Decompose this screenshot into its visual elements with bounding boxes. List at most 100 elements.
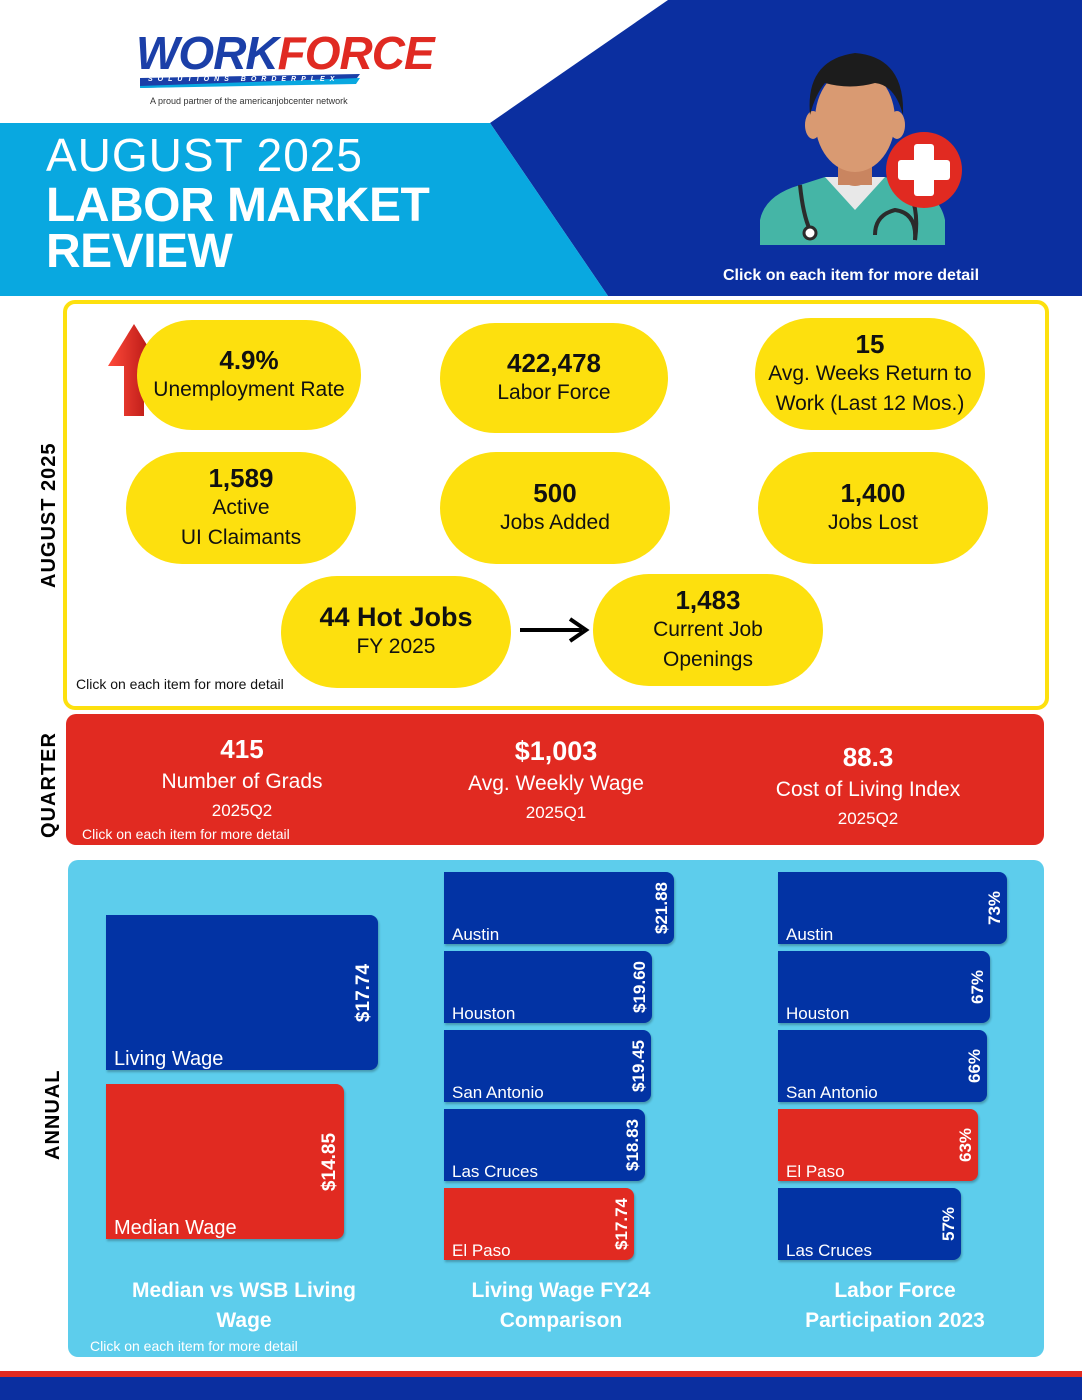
grads-stat[interactable]: 415 Number of Grads 2025Q2 bbox=[92, 732, 392, 824]
labor-force-participation-chart[interactable]: Austin 73% Houston 67% San Antonio 66% El Paso… bbox=[778, 872, 1018, 1267]
job-openings-stat[interactable]: 1,483 Current Job Openings bbox=[593, 574, 823, 686]
stat-period: 2025Q2 bbox=[211, 801, 273, 820]
logo-word2: FORCE bbox=[277, 27, 435, 79]
bar-category-label: El Paso bbox=[786, 1162, 845, 1181]
header-cyan-panel bbox=[0, 123, 608, 296]
ui-claimants-stat[interactable]: 1,589 Active UI Claimants bbox=[126, 452, 356, 564]
stat-value: $1,003 bbox=[514, 736, 598, 766]
bar-el-paso[interactable]: El Paso 63% bbox=[778, 1109, 978, 1181]
stat-label: Active bbox=[212, 496, 270, 519]
stat-label: Avg. Weekly Wage bbox=[468, 772, 644, 795]
stat-label: Cost of Living Index bbox=[775, 778, 961, 801]
bar-category-label: El Paso bbox=[452, 1241, 511, 1260]
stat-label: Number of Grads bbox=[161, 770, 323, 793]
chart-title-labor-force-participation: Labor Force Participation 2023 bbox=[805, 1279, 985, 1332]
bar-las-cruces[interactable]: Las Cruces $18.83 bbox=[444, 1109, 645, 1181]
right-arrow-icon bbox=[520, 617, 590, 643]
cost-of-living-stat[interactable]: 88.3 Cost of Living Index 2025Q2 bbox=[718, 740, 1018, 832]
footer-red-stripe bbox=[0, 1371, 1082, 1377]
stat-period: 2025Q2 bbox=[837, 809, 899, 828]
bar-houston[interactable]: Houston $19.60 bbox=[444, 951, 652, 1023]
stat-label: Openings bbox=[663, 648, 753, 671]
quarter-side-label: QUARTER bbox=[38, 732, 60, 838]
bar-value-label: $21.88 bbox=[652, 882, 671, 934]
bar-san-antonio[interactable]: San Antonio 66% bbox=[778, 1030, 987, 1102]
stat-label: Work (Last 12 Mos.) bbox=[775, 392, 965, 415]
stat-label: FY 2025 bbox=[356, 635, 436, 658]
monthly-side-label: AUGUST 2025 bbox=[38, 442, 60, 589]
labor-force-stat[interactable]: 422,478 Labor Force bbox=[440, 323, 668, 433]
living-wage-comparison-chart[interactable]: Austin $21.88 Houston $19.60 San Antonio $19.… bbox=[444, 872, 684, 1267]
doctor-icon bbox=[760, 53, 945, 245]
bar-median-wage[interactable]: Median Wage $14.85 bbox=[106, 1084, 344, 1239]
annual-side-label: ANNUAL bbox=[42, 1069, 64, 1160]
bar-value-label: $19.45 bbox=[629, 1040, 648, 1092]
logo-swoosh-icon bbox=[140, 74, 360, 88]
bar-value-label: 63% bbox=[956, 1127, 975, 1163]
stat-period: 2025Q1 bbox=[525, 803, 587, 822]
stat-label: Unemployment Rate bbox=[153, 378, 345, 401]
bar-category-label: Las Cruces bbox=[786, 1241, 872, 1260]
median-vs-living-wage-chart[interactable]: Living Wage $17.74 Median Wage $14.85 bbox=[106, 915, 396, 1245]
bar-value-label: 73% bbox=[985, 890, 1004, 926]
stat-label: Avg. Weeks Return to bbox=[768, 362, 972, 385]
bar-value-label: 67% bbox=[968, 969, 987, 1005]
bar-las-cruces[interactable]: Las Cruces 57% bbox=[778, 1188, 961, 1260]
title-line-1: LABOR MARKET bbox=[46, 179, 430, 232]
logo-subtitle: SOLUTIONS BORDERPLEX bbox=[148, 76, 340, 83]
bar-category-label: Living Wage bbox=[114, 1048, 224, 1070]
bar-living-wage[interactable]: Living Wage $17.74 bbox=[106, 915, 378, 1070]
medical-cross-icon bbox=[886, 132, 962, 208]
stat-value: 500 bbox=[533, 478, 577, 508]
monthly-click-hint: Click on each item for more detail bbox=[76, 676, 284, 692]
bar-value-label: 57% bbox=[939, 1206, 958, 1242]
bar-austin[interactable]: Austin $21.88 bbox=[444, 872, 674, 944]
jobs-added-stat[interactable]: 500 Jobs Added bbox=[440, 452, 670, 564]
bar-category-label: Houston bbox=[786, 1004, 850, 1023]
stat-value: 415 bbox=[220, 734, 264, 764]
footer-blue-band bbox=[0, 1377, 1082, 1400]
logo-word: WORK bbox=[136, 27, 279, 79]
jobs-lost-stat[interactable]: 1,400 Jobs Lost bbox=[758, 452, 988, 564]
stat-label: Jobs Added bbox=[500, 511, 610, 534]
stat-value: 44 Hot Jobs bbox=[319, 602, 473, 632]
stat-label: Jobs Lost bbox=[828, 511, 918, 534]
bar-category-label: San Antonio bbox=[452, 1083, 544, 1102]
bar-category-label: San Antonio bbox=[786, 1083, 878, 1102]
quarter-click-hint: Click on each item for more detail bbox=[82, 826, 290, 842]
hot-jobs-stat[interactable]: 44 Hot Jobs FY 2025 bbox=[281, 576, 511, 688]
logo-partner-text: A proud partner of the americanjobcenter… bbox=[150, 96, 348, 106]
title-line-2: REVIEW bbox=[46, 225, 233, 278]
header-click-hint: Click on each item for more detail bbox=[723, 267, 980, 284]
chart-title-median-vs-living-wage: Median vs WSB Living Wage bbox=[131, 1279, 357, 1332]
bar-category-label: Median Wage bbox=[114, 1217, 237, 1239]
chart-title-living-wage-comparison: Living Wage FY24 Comparison bbox=[471, 1279, 651, 1332]
bar-category-label: Austin bbox=[786, 925, 834, 944]
weekly-wage-stat[interactable]: $1,003 Avg. Weekly Wage 2025Q1 bbox=[406, 734, 706, 826]
report-title: LABOR MARKET REVIEW bbox=[46, 179, 430, 278]
bar-value-label: $17.74 bbox=[353, 963, 374, 1022]
stat-value: 4.9% bbox=[219, 345, 279, 375]
stat-value: 1,400 bbox=[840, 478, 906, 508]
bar-value-label: $18.83 bbox=[623, 1119, 642, 1171]
stat-label: Labor Force bbox=[497, 381, 611, 404]
bar-austin[interactable]: Austin 73% bbox=[778, 872, 1007, 944]
bar-category-label: Houston bbox=[452, 1004, 516, 1023]
bar-el-paso[interactable]: El Paso $17.74 bbox=[444, 1188, 634, 1260]
bar-houston[interactable]: Houston 67% bbox=[778, 951, 990, 1023]
quarter-section bbox=[66, 714, 1044, 845]
bar-value-label: $19.60 bbox=[630, 961, 649, 1013]
report-month: AUGUST 2025 bbox=[46, 129, 363, 181]
stat-label: Current Job bbox=[653, 618, 763, 641]
bar-value-label: 66% bbox=[965, 1048, 984, 1084]
stat-value: 1,589 bbox=[208, 463, 274, 493]
bar-category-label: Austin bbox=[452, 925, 500, 944]
unemployment-rate-stat[interactable]: 4.9% Unemployment Rate bbox=[137, 320, 361, 430]
bar-san-antonio[interactable]: San Antonio $19.45 bbox=[444, 1030, 651, 1102]
workforce-logo[interactable]: WORKFORCE bbox=[136, 26, 435, 80]
annual-click-hint: Click on each item for more detail bbox=[90, 1338, 298, 1354]
bar-category-label: Las Cruces bbox=[452, 1162, 538, 1181]
stat-label: UI Claimants bbox=[180, 526, 302, 549]
bar-value-label: $17.74 bbox=[612, 1198, 631, 1250]
weeks-return-stat[interactable]: 15 Avg. Weeks Return to Work (Last 12 Mo… bbox=[755, 318, 985, 430]
